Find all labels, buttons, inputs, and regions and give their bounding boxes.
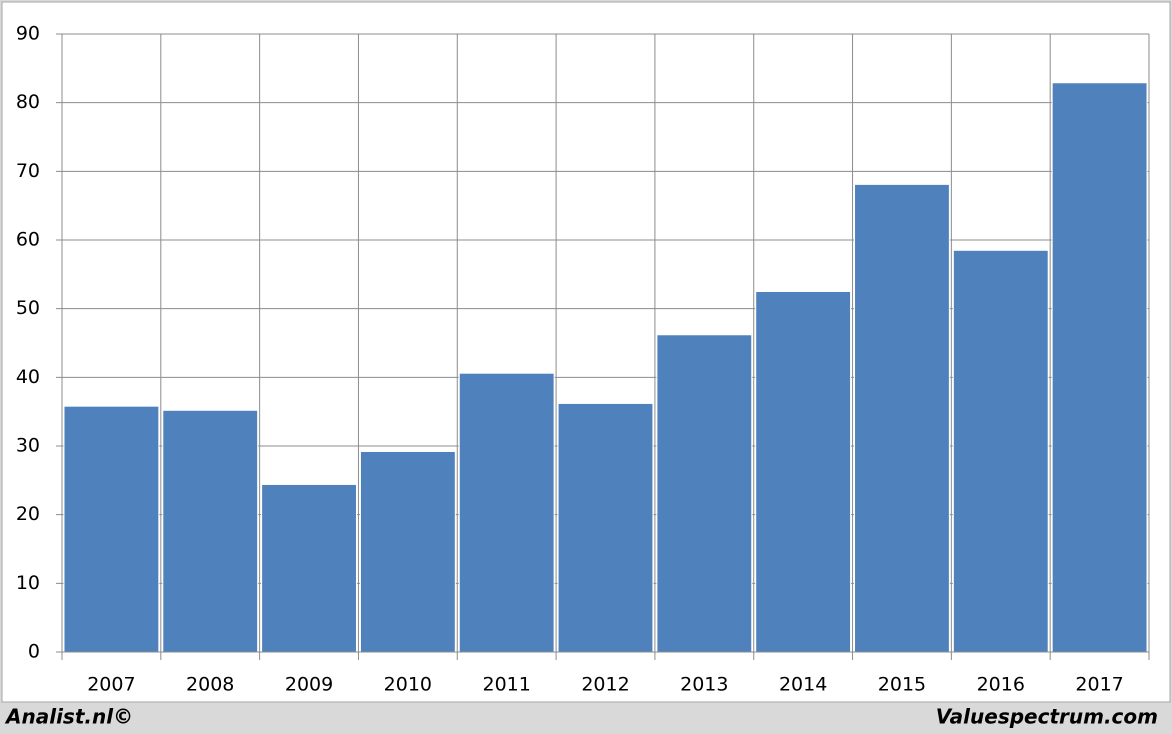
- bar: [952, 249, 1049, 653]
- x-tick-label: 2012: [581, 674, 629, 696]
- bar: [162, 409, 259, 653]
- y-tick-label: 80: [16, 91, 40, 113]
- x-tick-label: 2015: [878, 674, 926, 696]
- bar: [1051, 82, 1148, 653]
- y-tick-label: 40: [16, 366, 40, 388]
- y-tick-label: 10: [16, 572, 40, 594]
- y-tick-label: 30: [16, 435, 40, 457]
- bar: [557, 402, 654, 653]
- bar: [63, 405, 160, 653]
- credit-left: Analist.nl©: [4, 705, 133, 729]
- y-tick-label: 90: [16, 23, 40, 45]
- x-tick-label: 2009: [285, 674, 333, 696]
- x-tick-label: 2010: [384, 674, 432, 696]
- x-tick-label: 2011: [483, 674, 531, 696]
- y-tick-label: 60: [16, 229, 40, 251]
- bar: [854, 183, 950, 653]
- y-tick-label: 20: [16, 503, 40, 525]
- bar: [755, 291, 852, 653]
- x-tick-label: 2008: [186, 674, 234, 696]
- bar: [458, 372, 555, 653]
- y-tick-label: 70: [16, 160, 40, 182]
- y-tick-label: 50: [16, 297, 40, 319]
- x-tick-label: 2016: [977, 674, 1025, 696]
- bar: [261, 483, 357, 653]
- bar: [359, 450, 456, 653]
- x-tick-label: 2013: [680, 674, 728, 696]
- x-tick-label: 2007: [87, 674, 135, 696]
- x-tick-label: 2014: [779, 674, 827, 696]
- bar: [656, 334, 753, 653]
- x-tick-label: 2017: [1075, 674, 1123, 696]
- y-tick-label: 0: [28, 641, 40, 663]
- credit-right: Valuespectrum.com: [936, 705, 1158, 729]
